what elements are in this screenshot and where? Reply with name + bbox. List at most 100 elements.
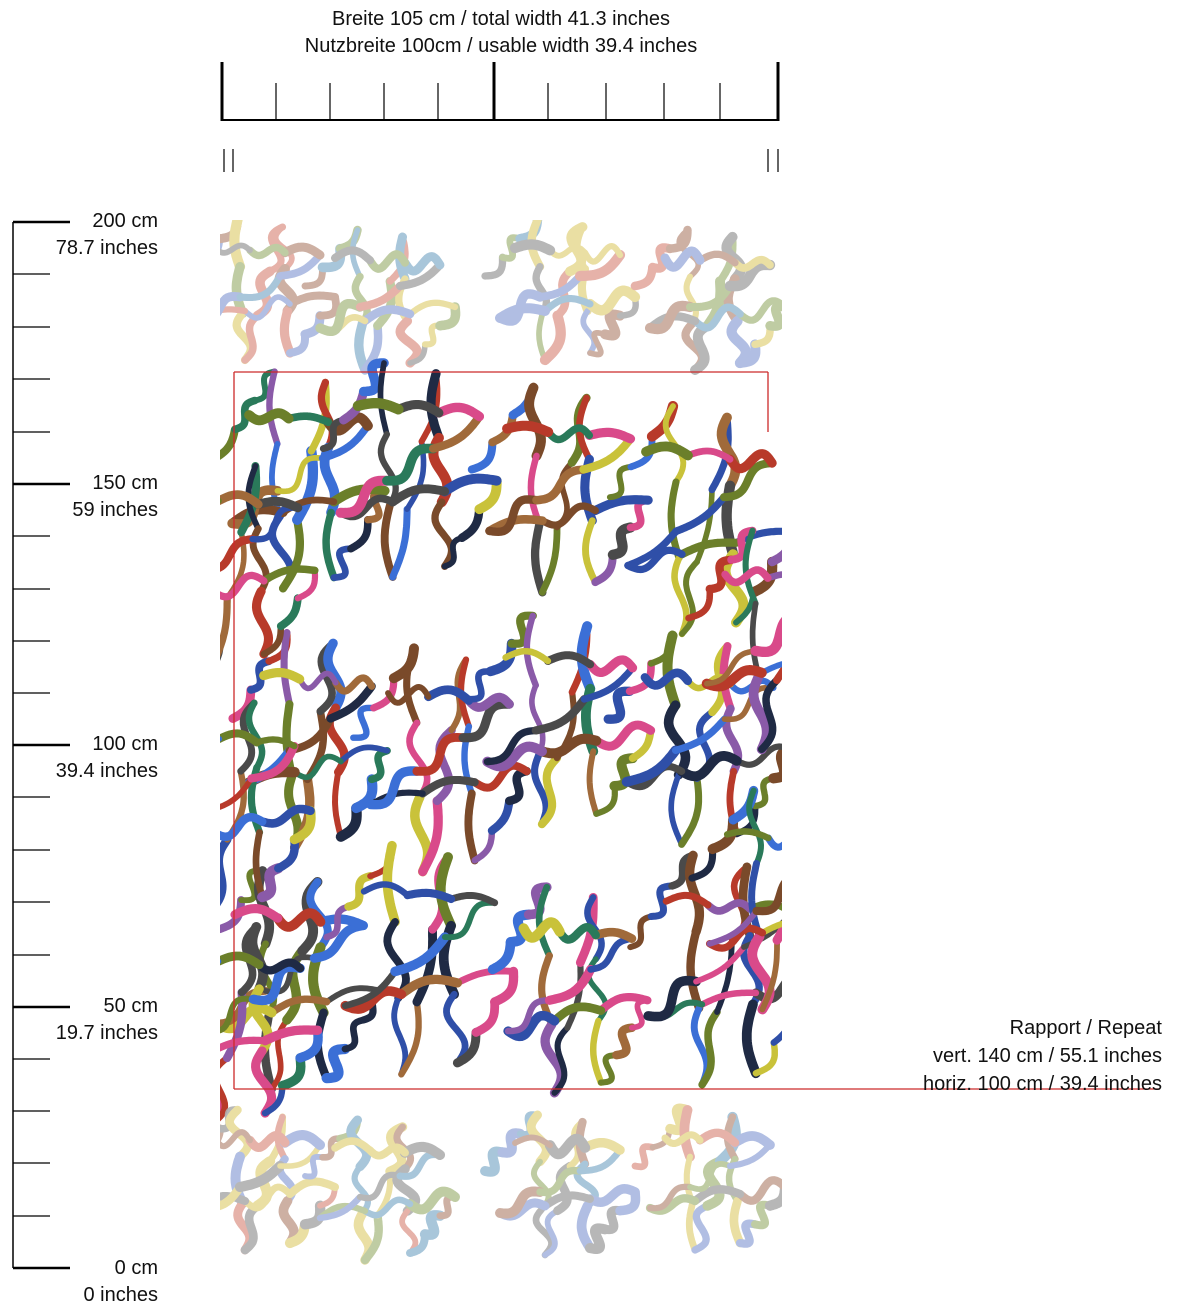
pattern-stroke bbox=[439, 473, 502, 497]
pattern-stroke bbox=[201, 917, 207, 986]
pattern-stroke bbox=[272, 908, 326, 932]
pattern-stroke bbox=[395, 316, 422, 368]
pattern-stroke bbox=[536, 733, 602, 759]
pattern-stroke bbox=[412, 925, 438, 1007]
pattern-stroke bbox=[741, 999, 761, 1079]
pattern-stroke bbox=[550, 1002, 606, 1026]
pattern-stroke bbox=[690, 320, 713, 375]
pattern-stroke bbox=[531, 751, 550, 828]
pattern-stroke bbox=[452, 1027, 481, 1068]
pattern-stroke bbox=[377, 431, 399, 509]
pattern-stroke bbox=[199, 692, 208, 764]
pattern-stroke bbox=[301, 263, 326, 290]
pattern-stroke bbox=[418, 796, 443, 877]
pattern-stroke bbox=[340, 986, 407, 1014]
pattern-stroke bbox=[286, 330, 309, 357]
pattern-stroke bbox=[507, 611, 537, 648]
pattern-stroke bbox=[360, 881, 411, 899]
pattern-stroke bbox=[380, 501, 397, 581]
pattern-stroke bbox=[727, 526, 757, 564]
pattern-stroke bbox=[518, 917, 565, 943]
pattern-stroke bbox=[809, 836, 850, 850]
pattern-stroke bbox=[502, 420, 554, 437]
pattern-stroke bbox=[252, 829, 266, 901]
pattern-stroke bbox=[555, 923, 600, 944]
scale-inches-200: 78.7 inches bbox=[55, 237, 158, 259]
pattern-stroke bbox=[471, 997, 500, 1037]
pattern-stroke bbox=[382, 443, 438, 486]
pattern-stroke bbox=[403, 644, 421, 727]
pattern-stroke bbox=[428, 412, 484, 453]
pattern-stroke bbox=[240, 1201, 262, 1255]
pattern-stroke bbox=[591, 550, 617, 587]
pattern-stroke bbox=[471, 827, 496, 864]
pattern-stroke bbox=[229, 220, 246, 272]
pattern-stroke bbox=[644, 300, 696, 335]
pattern-stroke bbox=[587, 935, 636, 973]
pattern-stroke bbox=[268, 995, 331, 1017]
pattern-stroke bbox=[421, 322, 444, 348]
pattern-stroke bbox=[624, 527, 680, 570]
pattern-stroke bbox=[220, 1095, 224, 1119]
pattern-stroke bbox=[255, 958, 305, 975]
pattern-stroke bbox=[792, 542, 809, 611]
scale-inches-50: 19.7 inches bbox=[55, 1022, 158, 1044]
pattern-stroke bbox=[220, 896, 246, 934]
pattern-stroke bbox=[751, 1200, 774, 1230]
pattern-stroke bbox=[166, 810, 209, 844]
scale-cm-100: 100 cm bbox=[92, 733, 158, 755]
repeat-vertical: vert. 140 cm / 55.1 inches bbox=[932, 1045, 1162, 1067]
pattern-stroke bbox=[406, 719, 431, 801]
pattern-stroke bbox=[418, 775, 479, 798]
pattern-stroke bbox=[547, 244, 588, 259]
pattern-stroke bbox=[803, 867, 813, 933]
pattern-stroke bbox=[354, 318, 370, 375]
pattern-stroke bbox=[294, 567, 319, 602]
pattern-stroke bbox=[524, 382, 546, 461]
pattern-stroke bbox=[759, 937, 780, 1013]
pattern-stroke bbox=[764, 571, 782, 582]
pattern-stroke bbox=[220, 951, 264, 970]
pattern-stroke bbox=[355, 281, 405, 312]
pattern-stroke bbox=[527, 452, 543, 528]
pattern-stroke bbox=[582, 517, 599, 586]
faded-repeat-bottom bbox=[220, 1103, 782, 1265]
pattern-stroke bbox=[541, 294, 594, 315]
pattern-stroke bbox=[495, 289, 545, 326]
pattern-stroke bbox=[733, 743, 782, 768]
pattern-stroke bbox=[241, 311, 262, 364]
pattern-stroke bbox=[162, 570, 207, 601]
pattern-stroke bbox=[341, 968, 399, 1010]
pattern-stroke bbox=[350, 704, 377, 741]
pattern-stroke bbox=[706, 907, 760, 947]
pattern-stroke bbox=[405, 1186, 460, 1215]
pattern-stroke bbox=[627, 433, 656, 471]
pattern-stroke bbox=[399, 1141, 446, 1161]
pattern-stroke bbox=[291, 753, 344, 781]
pattern-stroke bbox=[833, 940, 851, 969]
pattern-stroke bbox=[260, 565, 319, 585]
pattern-stroke bbox=[589, 1017, 605, 1086]
scale-cm-0: 0 cm bbox=[114, 1257, 158, 1279]
pattern-stroke bbox=[249, 504, 301, 543]
pattern-stroke bbox=[503, 1010, 560, 1042]
pattern-stroke bbox=[705, 555, 736, 594]
scale-inches-150: 59 inches bbox=[72, 499, 158, 521]
pattern-stroke bbox=[736, 297, 782, 324]
pattern-stroke bbox=[398, 998, 422, 1078]
pattern-stroke bbox=[584, 427, 636, 444]
pattern-stroke bbox=[220, 291, 245, 317]
pattern-stroke bbox=[505, 766, 531, 806]
pattern-stroke bbox=[220, 594, 231, 658]
pattern-stroke bbox=[716, 412, 741, 491]
pattern-stroke bbox=[691, 303, 744, 332]
scale-cm-200: 200 cm bbox=[92, 210, 158, 232]
scale-label-100: 100 cm 39.4 inches bbox=[56, 731, 158, 785]
pattern-stroke bbox=[474, 475, 502, 515]
pattern-stroke bbox=[678, 774, 703, 848]
repeat-info: Rapport / Repeat vert. 140 cm / 55.1 inc… bbox=[923, 1014, 1162, 1098]
pattern-stroke bbox=[246, 243, 289, 260]
pattern-stroke bbox=[335, 475, 392, 518]
pattern-stroke bbox=[543, 651, 595, 669]
